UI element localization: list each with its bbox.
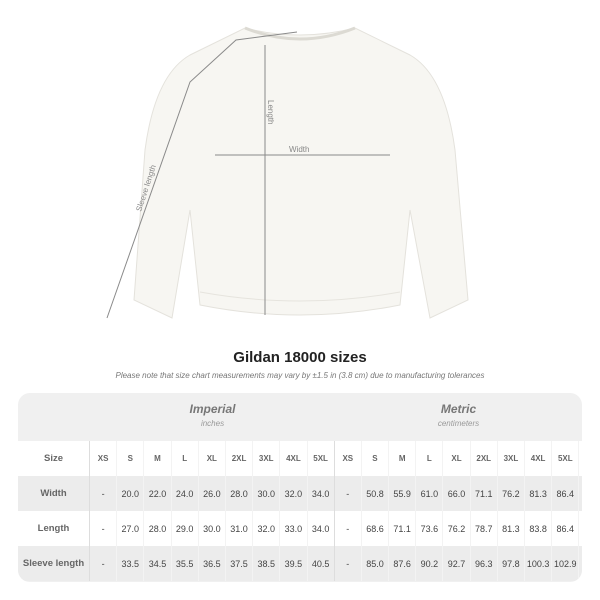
metric-cell: 50.8 <box>362 476 390 511</box>
metric-cell: 92.7 <box>443 546 471 581</box>
imperial-cell: 33.0 <box>280 511 308 546</box>
imperial-cell: 34.0 <box>308 511 335 546</box>
chart-title: Gildan 18000 sizes <box>233 349 367 366</box>
metric-cell: L <box>416 441 444 476</box>
imperial-cell: 26.0 <box>199 476 226 511</box>
metric-cell: 76.2 <box>443 511 471 546</box>
imperial-cell: 22.0 <box>144 476 172 511</box>
row-label: Sleeve length <box>18 546 90 581</box>
table-row: Sleeve length -33.5 34.5 35.5 36.5 37.5 38.5 39… <box>18 546 582 581</box>
sweatshirt-body <box>133 27 469 319</box>
metric-cell: XS <box>335 441 362 476</box>
table-row: Length -27.0 28.0 29.0 30.0 31.0 32.0 33.0 34.0-… <box>18 511 582 546</box>
metric-cell: 100.3 <box>525 546 553 581</box>
imperial-cell: 37.5 <box>226 546 254 581</box>
imperial-cell: - <box>90 546 118 581</box>
imperial-cell: 34.0 <box>308 476 335 511</box>
metric-cell: XL <box>443 441 471 476</box>
imperial-cell: XL <box>199 441 226 476</box>
imperial-cell: 3XL <box>253 441 281 476</box>
imperial-cell: 33.5 <box>117 546 145 581</box>
imperial-cell: S <box>117 441 145 476</box>
size-header-row: Size XS S M L XL 2XL 3XL 4XL 5XL XS S M L XL 2XL 3XL 4XL 5… <box>18 441 582 476</box>
metric-cell: S <box>362 441 390 476</box>
metric-cell: 78.7 <box>471 511 498 546</box>
metric-cell: 83.8 <box>525 511 553 546</box>
tolerance-note: Please note that size chart measurements… <box>115 371 485 380</box>
imperial-cell: 20.0 <box>117 476 145 511</box>
imperial-cell: 27.0 <box>117 511 145 546</box>
imperial-cell: 2XL <box>226 441 254 476</box>
imperial-cell: 32.0 <box>253 511 281 546</box>
imperial-title: Imperial <box>189 402 236 416</box>
imperial-cell: 30.0 <box>199 511 226 546</box>
row-label: Width <box>18 476 90 511</box>
metric-cell: 86.4 <box>552 511 580 546</box>
metric-cell: 71.1 <box>471 476 498 511</box>
metric-cell: 55.9 <box>389 476 417 511</box>
imperial-cell: 35.5 <box>172 546 199 581</box>
imperial-cell: 31.0 <box>226 511 254 546</box>
width-label: Width <box>289 145 309 154</box>
metric-cell: 66.0 <box>443 476 471 511</box>
imperial-cell: 4XL <box>280 441 308 476</box>
metric-cell: - <box>335 476 362 511</box>
metric-cell: 2XL <box>471 441 498 476</box>
table-row: Width -20.0 22.0 24.0 26.0 28.0 30.0 32.0 34.0-5… <box>18 476 582 511</box>
metric-cell: M <box>389 441 417 476</box>
imperial-cell: - <box>90 476 118 511</box>
sweatshirt-image: Length Width Sleeve length <box>106 26 469 319</box>
metric-cell: 90.2 <box>416 546 444 581</box>
metric-unit: centimeters <box>437 419 480 428</box>
imperial-cell: 38.5 <box>253 546 281 581</box>
row-label: Length <box>18 511 90 546</box>
imperial-cell: M <box>144 441 172 476</box>
metric-cell: 102.9 <box>552 546 580 581</box>
metric-cell: 3XL <box>498 441 525 476</box>
imperial-cell: L <box>172 441 199 476</box>
length-label: Length <box>266 100 275 124</box>
metric-cell: 87.6 <box>389 546 417 581</box>
imperial-cell: 36.5 <box>199 546 226 581</box>
metric-cell: - <box>335 511 362 546</box>
metric-cell: 86.4 <box>552 476 580 511</box>
imperial-cell: 28.0 <box>226 476 254 511</box>
metric-cell: 73.6 <box>416 511 444 546</box>
row-label: Size <box>18 441 90 476</box>
imperial-cell: 32.0 <box>280 476 308 511</box>
metric-cell: 71.1 <box>389 511 417 546</box>
imperial-cell: 40.5 <box>308 546 335 581</box>
metric-header: Metric centimeters <box>335 393 582 441</box>
metric-cell: - <box>335 546 362 581</box>
metric-cell: 81.3 <box>525 476 553 511</box>
size-table: Imperial inches Metric centimeters Size X… <box>18 393 582 582</box>
metric-cell: 61.0 <box>416 476 444 511</box>
imperial-header: Imperial inches <box>90 393 335 441</box>
imperial-cell: 5XL <box>308 441 335 476</box>
metric-title: Metric <box>440 402 477 416</box>
imperial-cell: - <box>90 511 118 546</box>
imperial-cell: 39.5 <box>280 546 308 581</box>
metric-cell: 96.3 <box>471 546 498 581</box>
metric-cell: 4XL <box>525 441 553 476</box>
imperial-cell: XS <box>90 441 118 476</box>
metric-cell: 81.3 <box>498 511 525 546</box>
metric-cell: 97.8 <box>498 546 525 581</box>
imperial-cell: 29.0 <box>172 511 199 546</box>
imperial-cell: 34.5 <box>144 546 172 581</box>
metric-cell: 85.0 <box>362 546 390 581</box>
imperial-cell: 30.0 <box>253 476 281 511</box>
imperial-unit: inches <box>200 419 225 428</box>
imperial-cell: 24.0 <box>172 476 199 511</box>
imperial-cell: 28.0 <box>144 511 172 546</box>
metric-cell: 5XL <box>552 441 580 476</box>
metric-cell: 76.2 <box>498 476 525 511</box>
metric-cell: 68.6 <box>362 511 390 546</box>
